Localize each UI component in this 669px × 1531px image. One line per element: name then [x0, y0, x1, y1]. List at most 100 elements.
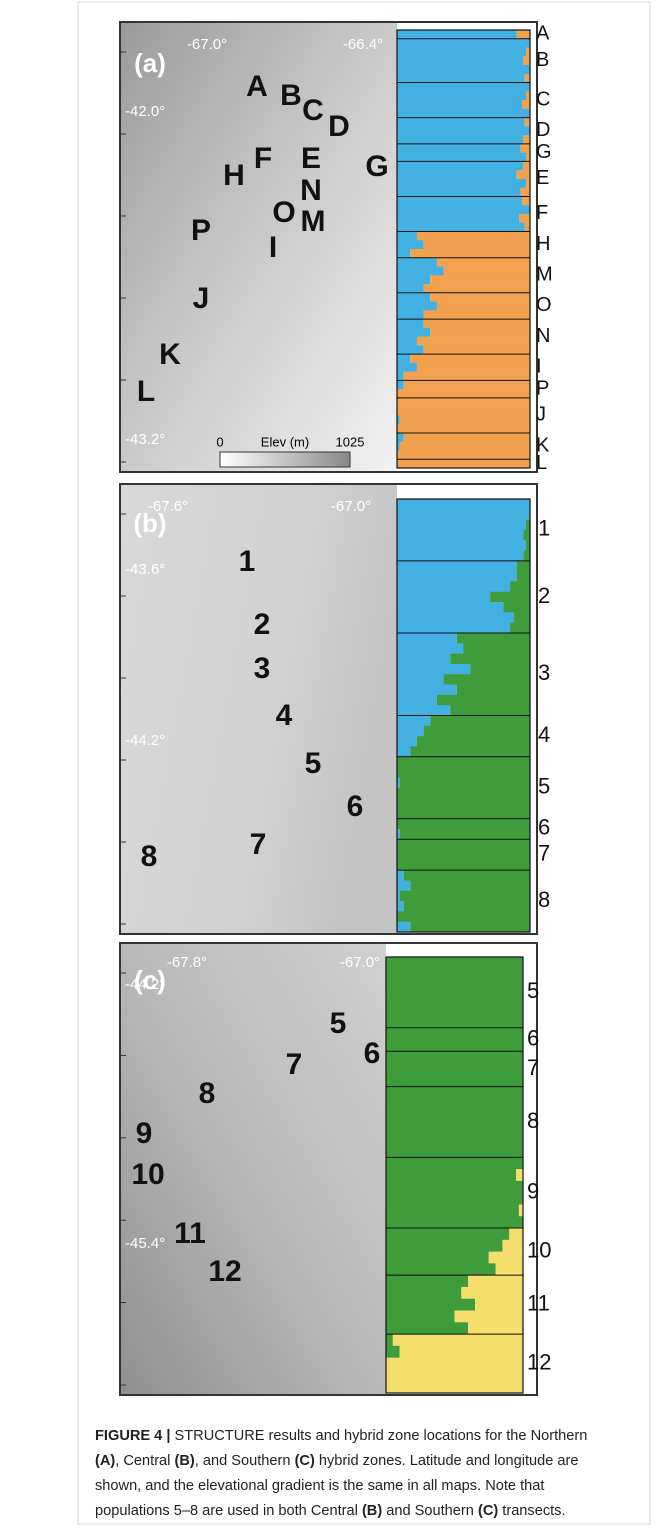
ancestry-bar: [397, 126, 530, 135]
ancestry-bar-rest: [457, 633, 530, 644]
ancestry-bar-rest: [464, 643, 531, 654]
site-label: I: [269, 231, 277, 264]
ancestry-bar: [386, 1311, 455, 1323]
longitude-label: -67.0°: [187, 36, 227, 53]
ancestry-bar: [397, 337, 417, 346]
ancestry-bar: [386, 1134, 523, 1146]
ancestry-bar: [397, 901, 404, 912]
ancestry-bar-rest: [450, 705, 530, 716]
site-label: 11: [174, 1217, 206, 1250]
ancestry-bar-rest: [437, 258, 530, 267]
site-label: A: [246, 70, 268, 103]
caption-segment: and Southern: [382, 1503, 478, 1519]
ancestry-bar-rest: [468, 1322, 523, 1334]
ancestry-bar: [386, 1240, 502, 1252]
ancestry-bar: [386, 1181, 523, 1193]
ancestry-bar-rest: [393, 1334, 523, 1346]
ancestry-bar-rest: [525, 223, 530, 232]
site-label: 6: [347, 790, 364, 823]
ancestry-bar: [397, 231, 417, 240]
ancestry-bar: [386, 1322, 468, 1334]
ancestry-bar: [397, 118, 525, 127]
ancestry-bar: [397, 509, 530, 520]
latitude-label: -43.2°: [125, 431, 165, 448]
ancestry-bar: [386, 1028, 523, 1040]
site-label: O: [272, 196, 295, 229]
ancestry-bar: [397, 571, 517, 582]
group-label: B: [536, 49, 549, 71]
caption-line: FIGURE 4 | STRUCTURE results and hybrid …: [95, 1428, 587, 1444]
ancestry-bar-rest: [424, 284, 530, 293]
ancestry-bar-rest: [510, 623, 530, 634]
ancestry-bar: [397, 612, 514, 623]
site-label: B: [280, 79, 302, 112]
ancestry-bar-rest: [517, 571, 530, 582]
ancestry-bar-rest: [397, 819, 530, 830]
ancestry-bar: [397, 623, 510, 634]
group-label: F: [536, 202, 548, 224]
group-label: 4: [538, 722, 550, 747]
ancestry-bar-rest: [424, 310, 530, 319]
ancestry-bar-rest: [424, 726, 530, 737]
caption-segment: FIGURE 4 |: [95, 1428, 170, 1444]
caption-segment: populations 5–8 are used in both Central: [95, 1503, 362, 1519]
ancestry-bar-rest: [417, 337, 530, 346]
ancestry-bar-rest: [523, 135, 530, 144]
ancestry-bar: [386, 1228, 509, 1240]
ancestry-bar: [397, 39, 530, 48]
caption-segment: transects.: [498, 1503, 565, 1519]
group-label: 8: [538, 887, 550, 912]
ancestry-bar: [397, 561, 517, 572]
ancestry-bar: [386, 1169, 516, 1181]
caption-segment: hybrid zones. Latitude and longitude are: [315, 1453, 579, 1469]
ancestry-bar-rest: [519, 214, 530, 223]
caption-line: shown, and the elevational gradient is t…: [95, 1478, 544, 1494]
site-label: H: [223, 159, 245, 192]
ancestry-bar-rest: [410, 249, 530, 258]
ancestry-bar: [397, 275, 430, 284]
ancestry-bar: [386, 1193, 523, 1205]
ancestry-bar: [397, 65, 530, 74]
site-label: 9: [136, 1117, 153, 1150]
panel-label: (a): [134, 48, 166, 78]
ancestry-bar: [397, 736, 417, 747]
site-label: 3: [254, 652, 271, 685]
ancestry-bar: [397, 674, 444, 685]
ancestry-bar: [386, 1146, 523, 1158]
ancestry-bar: [386, 1299, 475, 1311]
ancestry-bar: [397, 214, 519, 223]
site-label: 10: [131, 1158, 164, 1191]
site-label: L: [137, 375, 155, 408]
ancestry-bar: [397, 654, 450, 665]
ancestry-bar-rest: [519, 1204, 523, 1216]
ancestry-bar-rest: [430, 293, 530, 302]
latitude-label: -44.2°: [125, 732, 165, 749]
legend-min: 0: [216, 434, 223, 449]
ancestry-bar: [397, 30, 517, 39]
ancestry-bar-rest: [410, 922, 530, 933]
ancestry-bar-rest: [397, 757, 530, 768]
ancestry-bar: [397, 345, 424, 354]
ancestry-bar-rest: [437, 302, 530, 311]
ancestry-bar: [386, 1063, 523, 1075]
ancestry-bar: [386, 1087, 523, 1099]
ancestry-bar-rest: [397, 860, 530, 871]
group-label: M: [536, 264, 553, 286]
ancestry-bar: [397, 83, 530, 92]
group-label: 9: [527, 1178, 539, 1203]
ancestry-bar-rest: [400, 1346, 523, 1358]
group-label: O: [536, 294, 552, 316]
longitude-label: -66.4°: [343, 36, 383, 53]
map: [120, 484, 397, 934]
ancestry-bar-rest: [397, 407, 530, 416]
ancestry-bar: [397, 372, 404, 381]
ancestry-bar: [397, 144, 521, 153]
ancestry-bar: [397, 161, 523, 170]
caption-segment: (B): [174, 1453, 194, 1469]
ancestry-bar-rest: [523, 161, 530, 170]
group-label: 3: [538, 660, 550, 685]
ancestry-bar: [397, 870, 404, 881]
ancestry-bar-rest: [510, 581, 530, 592]
ancestry-bar: [397, 48, 526, 57]
caption-segment: shown, and the elevational gradient is t…: [95, 1478, 544, 1494]
